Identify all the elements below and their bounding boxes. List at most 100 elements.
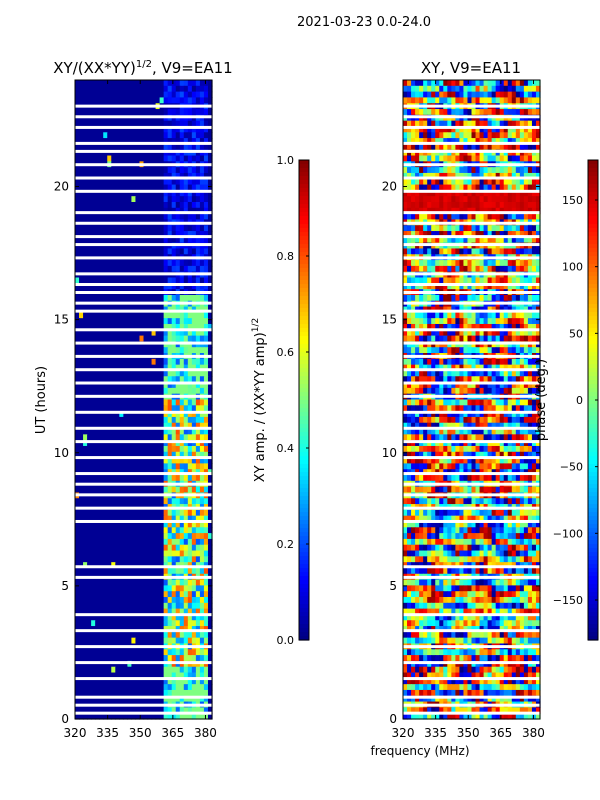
amplitude-colorbar-step (299, 568, 309, 573)
phase-heatmap-cell (507, 178, 513, 186)
amplitude-heatmap-cell (83, 155, 88, 162)
amplitude-heatmap-cell (87, 515, 92, 523)
phase-heatmap-cell (503, 126, 509, 133)
phase-heatmap-cell (443, 248, 448, 255)
amplitude-heatmap-cell (103, 323, 108, 331)
amplitude-heatmap-cell (111, 434, 116, 441)
phase-heatmap-cell (495, 231, 501, 238)
amplitude-heatmap-cell (171, 126, 177, 133)
amplitude-heatmap-cell (103, 533, 108, 540)
amplitude-heatmap-cell (187, 335, 193, 343)
amplitude-heatmap-cell (107, 405, 112, 412)
phase-heatmap-cell (483, 248, 489, 255)
amplitude-heatmap-cell (159, 80, 165, 87)
amplitude-heatmap-cell (103, 666, 108, 674)
amplitude-heatmap-cell (151, 155, 157, 162)
phase-heatmap-cell (479, 167, 485, 174)
amplitude-colorbar-tick-label: 0.0 (277, 634, 295, 647)
amplitude-heatmap-cell (187, 707, 193, 714)
amplitude-heatmap-cell (203, 579, 209, 586)
amplitude-heatmap-cell (175, 260, 181, 267)
phase-heatmap-cell (535, 201, 541, 209)
phase-heatmap-cell (499, 80, 505, 87)
amplitude-heatmap-cell (95, 678, 100, 685)
amplitude-heatmap-cell (163, 341, 169, 348)
amplitude-heatmap-cell (139, 538, 145, 546)
phase-heatmap-cell (419, 80, 424, 87)
phase-heatmap-cell (427, 201, 432, 209)
amplitude-heatmap-cell (123, 684, 128, 691)
amplitude-heatmap-cell (147, 521, 153, 528)
amplitude-heatmap-cell (207, 347, 213, 354)
phase-heatmap-cell (503, 236, 509, 244)
amplitude-heatmap-cell (135, 178, 141, 186)
amplitude-heatmap-cell (95, 509, 100, 517)
amplitude-heatmap-cell (123, 434, 128, 441)
phase-heatmap-cell (511, 143, 517, 151)
amplitude-heatmap-cell (163, 358, 169, 366)
amplitude-colorbar-step (299, 476, 309, 481)
amplitude-heatmap-cell (139, 358, 145, 366)
amplitude-heatmap-cell (143, 91, 149, 99)
amplitude-heatmap-cell (147, 97, 153, 104)
amplitude-heatmap-cell (147, 707, 153, 714)
amplitude-colorbar-step (299, 160, 309, 165)
amplitude-heatmap-cell (195, 172, 201, 180)
amplitude-heatmap-cell (75, 631, 80, 639)
amplitude-heatmap-cell (115, 463, 120, 470)
phase-heatmap-cell (483, 190, 489, 197)
amplitude-heatmap-cell (143, 550, 149, 557)
amplitude-heatmap-cell (191, 138, 197, 145)
amplitude-heatmap-cell (195, 457, 201, 464)
amplitude-heatmap-cell (159, 149, 165, 157)
amplitude-heatmap-cell (191, 591, 197, 598)
amplitude-x-tick-label: 380 (194, 726, 217, 740)
amplitude-heatmap-cell (207, 97, 213, 104)
amplitude-heatmap-cell (139, 707, 145, 714)
phase-heatmap-cell (423, 85, 428, 93)
phase-heatmap-cell (411, 109, 416, 116)
amplitude-heatmap-cell (163, 631, 169, 639)
amplitude-heatmap-cell (199, 608, 205, 616)
amplitude-heatmap-cell (95, 260, 100, 267)
amplitude-heatmap-cell (135, 475, 141, 482)
amplitude-heatmap-cell (135, 277, 141, 284)
amplitude-heatmap-cell (91, 475, 96, 482)
amplitude-heatmap-cell (131, 550, 137, 557)
amplitude-heatmap-cell (143, 422, 149, 430)
amplitude-heatmap-cell (115, 167, 120, 174)
amplitude-heatmap-cell (111, 358, 116, 366)
amplitude-heatmap-cell (79, 695, 84, 703)
amplitude-heatmap-cell (103, 231, 108, 238)
amplitude-colorbar-step (299, 208, 309, 213)
phase-heatmap-cell (471, 172, 477, 180)
amplitude-heatmap-cell (195, 585, 201, 592)
amplitude-heatmap-cell (123, 178, 128, 186)
amplitude-heatmap-cell (143, 196, 149, 203)
amplitude-heatmap-cell (83, 318, 88, 325)
amplitude-heatmap-cell (207, 294, 213, 302)
phase-heatmap-cell (491, 91, 497, 99)
amplitude-heatmap-cell (79, 207, 84, 215)
amplitude-heatmap-cell (175, 684, 181, 691)
amplitude-heatmap-cell (171, 486, 177, 494)
amplitude-heatmap-cell (159, 649, 165, 656)
amplitude-heatmap-cell (207, 591, 213, 598)
phase-heatmap-cell (447, 236, 452, 244)
amplitude-heatmap-cell (95, 265, 100, 273)
amplitude-heatmap-cell (155, 486, 161, 494)
amplitude-heatmap-cell (75, 376, 80, 383)
phase-heatmap-cell (467, 172, 473, 180)
amplitude-heatmap-cell (139, 190, 145, 197)
amplitude-heatmap-cell (151, 364, 157, 372)
amplitude-heatmap-cell (95, 277, 100, 284)
amplitude-heatmap-cell (151, 329, 157, 337)
amplitude-heatmap-cell (203, 585, 209, 592)
amplitude-colorbar-label-sup: 1/2 (251, 318, 261, 332)
phase-heatmap-cell (415, 196, 420, 203)
amplitude-heatmap-cell (195, 207, 201, 215)
phase-heatmap-cell (503, 143, 509, 151)
amplitude-heatmap-cell (111, 509, 116, 517)
amplitude-heatmap-cell (151, 312, 157, 319)
